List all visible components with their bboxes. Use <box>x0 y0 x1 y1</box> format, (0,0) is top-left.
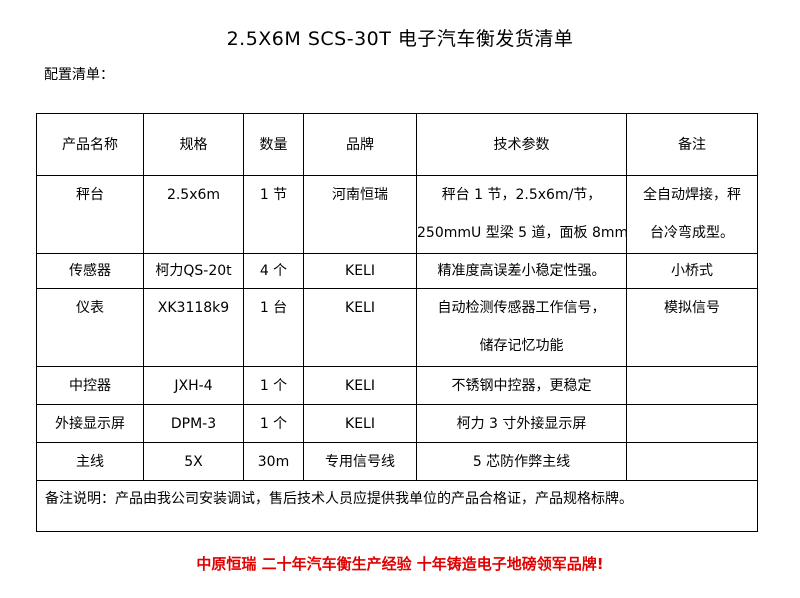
quantity: 1 个 <box>243 404 304 443</box>
table-row: 秤台 2.5x6m 1 节 河南恒瑞 秤台 1 节，2.5x6m/节， 250mm… <box>36 175 758 254</box>
spec: DPM-3 <box>143 404 244 443</box>
note-line: 全自动焊接，秤 <box>643 187 741 203</box>
header-cell: 产品名称 <box>36 113 144 176</box>
quantity: 1 节 <box>243 175 304 254</box>
header-cell: 规格 <box>143 113 244 176</box>
brand: KELI <box>303 404 417 443</box>
tech-params: 柯力 3 寸外接显示屏 <box>416 404 627 443</box>
spec: JXH-4 <box>143 366 244 405</box>
note: 模拟信号 <box>626 288 758 367</box>
tech-params: 5 芯防作弊主线 <box>416 442 627 481</box>
quantity: 4 个 <box>243 253 304 289</box>
table-row: 主线 5X 30m 专用信号线 5 芯防作弊主线 <box>36 442 758 481</box>
product-name: 传感器 <box>36 253 144 289</box>
note <box>626 404 758 443</box>
quantity: 30m <box>243 442 304 481</box>
quantity: 1 台 <box>243 288 304 367</box>
tech-line: 250mmU 型梁 5 道，面板 8mm <box>417 225 627 241</box>
note-line: 台冷弯成型。 <box>650 225 734 241</box>
tech-line: 自动检测传感器工作信号， <box>437 300 606 316</box>
brand: KELI <box>303 366 417 405</box>
spec: 5X <box>143 442 244 481</box>
tech-line: 储存记忆功能 <box>479 338 564 354</box>
tech-params: 不锈钢中控器，更稳定 <box>416 366 627 405</box>
remark-text: 备注说明：产品由我公司安装调试，售后技术人员应提供我单位的产品合格证，产品规格标… <box>36 480 758 532</box>
product-name: 外接显示屏 <box>36 404 144 443</box>
tech-params: 秤台 1 节，2.5x6m/节， 250mmU 型梁 5 道，面板 8mm <box>416 175 627 254</box>
tech-line: 秤台 1 节，2.5x6m/节， <box>441 187 602 203</box>
note <box>626 442 758 481</box>
brand: KELI <box>303 253 417 289</box>
remark-row: 备注说明：产品由我公司安装调试，售后技术人员应提供我单位的产品合格证，产品规格标… <box>36 480 758 532</box>
table-row: 仪表 XK3118k9 1 台 KELI 自动检测传感器工作信号， 储存记忆功能 … <box>36 288 758 367</box>
product-name: 秤台 <box>36 175 144 254</box>
header-cell: 技术参数 <box>416 113 627 176</box>
brand: 河南恒瑞 <box>303 175 417 254</box>
header-cell: 品牌 <box>303 113 417 176</box>
brand: 专用信号线 <box>303 442 417 481</box>
company-slogan: 中原恒瑞 二十年汽车衡生产经验 十年铸造电子地磅领军品牌! <box>196 555 604 573</box>
spec: XK3118k9 <box>143 288 244 367</box>
table-header-row: 产品名称 规格 数量 品牌 技术参数 备注 <box>36 113 758 176</box>
product-name: 仪表 <box>36 288 144 367</box>
table-row: 传感器 柯力QS-20t 4 个 KELI 精准度高误差小稳定性强。 小桥式 <box>36 253 758 289</box>
page-title: 2.5X6M SCS-30T 电子汽车衡发货清单 <box>226 28 574 50</box>
quantity: 1 个 <box>243 366 304 405</box>
spec: 柯力QS-20t <box>143 253 244 289</box>
config-list-label: 配置清单： <box>44 67 114 83</box>
brand: KELI <box>303 288 417 367</box>
table-row: 中控器 JXH-4 1 个 KELI 不锈钢中控器，更稳定 <box>36 366 758 405</box>
table-row: 外接显示屏 DPM-3 1 个 KELI 柯力 3 寸外接显示屏 <box>36 404 758 443</box>
product-name: 中控器 <box>36 366 144 405</box>
header-cell: 备注 <box>626 113 758 176</box>
product-name: 主线 <box>36 442 144 481</box>
note: 小桥式 <box>626 253 758 289</box>
note: 全自动焊接，秤 台冷弯成型。 <box>626 175 758 254</box>
header-cell: 数量 <box>243 113 304 176</box>
spec: 2.5x6m <box>143 175 244 254</box>
tech-params: 自动检测传感器工作信号， 储存记忆功能 <box>416 288 627 367</box>
tech-params: 精准度高误差小稳定性强。 <box>416 253 627 289</box>
shipping-list-table: 产品名称 规格 数量 品牌 技术参数 备注 秤台 2.5x6m 1 节 河南恒瑞… <box>36 113 758 532</box>
note <box>626 366 758 405</box>
